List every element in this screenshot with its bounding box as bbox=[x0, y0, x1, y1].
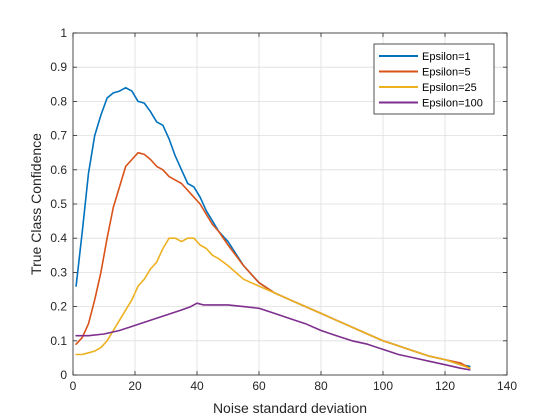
y-tick-label: 1 bbox=[60, 26, 67, 40]
legend-label: Epsilon=1 bbox=[422, 51, 471, 63]
y-tick-label: 0.3 bbox=[50, 265, 67, 279]
y-tick-label: 0.5 bbox=[50, 197, 67, 211]
y-tick-label: 0.2 bbox=[50, 300, 67, 314]
y-tick-label: 0.6 bbox=[50, 163, 67, 177]
x-tick-label: 60 bbox=[252, 379, 266, 393]
y-tick-label: 0.9 bbox=[50, 60, 67, 74]
y-axis-label: True Class Confidence bbox=[28, 133, 44, 275]
ticks: 0 20 40 60 80 100 120 140 0 0.1 0.2 0.3 0.4 0.5 0.6 0.7… bbox=[50, 26, 517, 393]
x-tick-label: 0 bbox=[70, 379, 77, 393]
x-tick-label: 120 bbox=[435, 379, 455, 393]
legend-label: Epsilon=100 bbox=[422, 98, 483, 110]
y-tick-label: 0.1 bbox=[50, 334, 67, 348]
x-tick-label: 140 bbox=[497, 379, 517, 393]
x-axis-label: Noise standard deviation bbox=[213, 400, 367, 416]
legend-label: Epsilon=25 bbox=[422, 82, 477, 94]
y-tick-label: 0.7 bbox=[50, 129, 67, 143]
y-tick-label: 0 bbox=[60, 368, 67, 382]
legend-label: Epsilon=5 bbox=[422, 67, 471, 79]
y-tick-label: 0.8 bbox=[50, 94, 67, 108]
x-tick-label: 80 bbox=[314, 379, 328, 393]
series-line bbox=[75, 237, 471, 370]
x-tick-label: 40 bbox=[190, 379, 204, 393]
series-line bbox=[75, 302, 471, 371]
x-tick-label: 100 bbox=[373, 379, 393, 393]
legend: Epsilon=1 Epsilon=5 Epsilon=25 Epsilon=100 bbox=[373, 43, 495, 115]
y-tick-label: 0.4 bbox=[50, 231, 67, 245]
series-layer bbox=[75, 86, 471, 371]
x-tick-label: 20 bbox=[128, 379, 142, 393]
